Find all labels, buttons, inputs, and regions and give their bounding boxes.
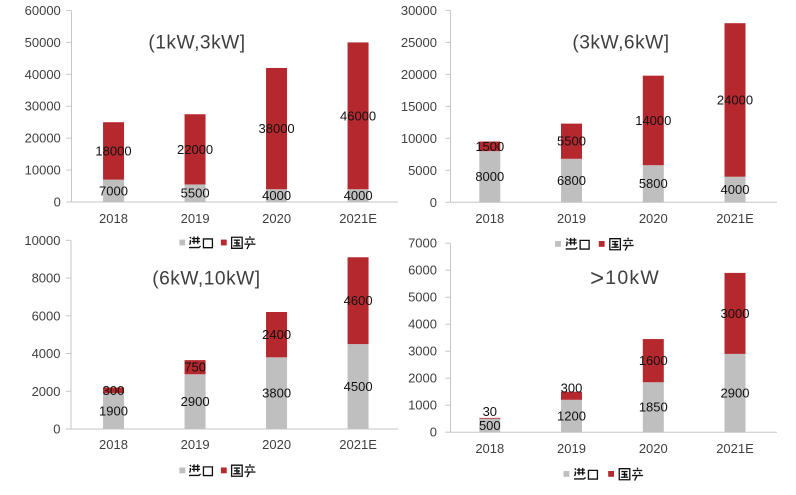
- svg-text:50000: 50000: [25, 35, 61, 50]
- svg-text:8000: 8000: [32, 271, 61, 286]
- svg-text:4000: 4000: [408, 317, 437, 332]
- svg-text:5000: 5000: [408, 290, 437, 305]
- svg-text:0: 0: [430, 425, 437, 440]
- svg-text:4000: 4000: [344, 188, 373, 203]
- svg-text:1000: 1000: [408, 398, 437, 413]
- svg-text:2018: 2018: [99, 211, 128, 226]
- svg-text:46000: 46000: [340, 108, 376, 123]
- svg-text:10000: 10000: [25, 163, 61, 178]
- svg-text:22000: 22000: [177, 142, 213, 157]
- svg-text:6800: 6800: [557, 173, 586, 188]
- svg-text:15000: 15000: [401, 99, 437, 114]
- svg-text:2021E: 2021E: [716, 441, 754, 456]
- svg-text:2021E: 2021E: [339, 437, 377, 452]
- svg-text:300: 300: [561, 380, 583, 395]
- svg-text:5000: 5000: [408, 163, 437, 178]
- svg-text:4600: 4600: [344, 293, 373, 308]
- svg-text:(1kW,3kW]: (1kW,3kW]: [148, 32, 245, 53]
- svg-text:4000: 4000: [32, 346, 61, 361]
- svg-text:2019: 2019: [557, 441, 586, 456]
- svg-text:7000: 7000: [99, 183, 128, 198]
- svg-text:3000: 3000: [408, 344, 437, 359]
- svg-text:14000: 14000: [635, 113, 671, 128]
- svg-text:2900: 2900: [181, 394, 210, 409]
- svg-text:2020: 2020: [639, 211, 668, 226]
- svg-text:500: 500: [479, 418, 501, 433]
- svg-text:(3kW,6kW]: (3kW,6kW]: [572, 32, 669, 53]
- svg-text:2000: 2000: [408, 371, 437, 386]
- svg-text:2020: 2020: [262, 437, 291, 452]
- svg-text:2000: 2000: [32, 384, 61, 399]
- svg-text:4000: 4000: [262, 188, 291, 203]
- svg-text:2021E: 2021E: [716, 211, 754, 226]
- svg-text:18000: 18000: [95, 143, 131, 158]
- svg-text:0: 0: [54, 195, 61, 210]
- svg-text:0: 0: [430, 195, 437, 210]
- svg-text:2900: 2900: [721, 386, 750, 401]
- svg-text:24000: 24000: [717, 93, 753, 108]
- svg-text:60000: 60000: [25, 3, 61, 18]
- svg-text:6000: 6000: [32, 308, 61, 323]
- svg-text:5800: 5800: [639, 176, 668, 191]
- svg-text:1500: 1500: [475, 139, 504, 154]
- svg-text:10000: 10000: [401, 131, 437, 146]
- svg-text:2018: 2018: [475, 441, 504, 456]
- svg-text:3800: 3800: [262, 386, 291, 401]
- svg-text:38000: 38000: [259, 121, 295, 136]
- svg-text:0: 0: [53, 422, 60, 437]
- svg-text:5500: 5500: [181, 186, 210, 201]
- svg-text:40000: 40000: [25, 67, 61, 82]
- svg-text:1200: 1200: [557, 409, 586, 424]
- svg-text:2400: 2400: [262, 327, 291, 342]
- svg-text:1900: 1900: [99, 404, 128, 419]
- svg-text:30: 30: [483, 404, 497, 419]
- svg-text:25000: 25000: [401, 35, 437, 50]
- svg-text:(6kW,10kW]: (6kW,10kW]: [152, 269, 260, 290]
- svg-text:6000: 6000: [408, 263, 437, 278]
- svg-text:4000: 4000: [721, 182, 750, 197]
- svg-text:7000: 7000: [408, 236, 437, 251]
- svg-text:8000: 8000: [475, 169, 504, 184]
- svg-text:20000: 20000: [25, 131, 61, 146]
- svg-text:3000: 3000: [721, 306, 750, 321]
- svg-text:2019: 2019: [181, 211, 210, 226]
- svg-text:30000: 30000: [401, 3, 437, 18]
- svg-text:2021E: 2021E: [339, 211, 377, 226]
- svg-text:2019: 2019: [181, 437, 210, 452]
- svg-text:30000: 30000: [25, 99, 61, 114]
- svg-text:1600: 1600: [639, 353, 668, 368]
- svg-text:5500: 5500: [557, 134, 586, 149]
- svg-text:4500: 4500: [344, 379, 373, 394]
- svg-text:10000: 10000: [24, 233, 60, 248]
- svg-text:>10kW: >10kW: [590, 265, 660, 292]
- svg-text:1850: 1850: [639, 400, 668, 415]
- svg-text:750: 750: [184, 360, 206, 375]
- svg-text:2020: 2020: [262, 211, 291, 226]
- svg-text:2019: 2019: [557, 211, 586, 226]
- svg-text:2020: 2020: [639, 441, 668, 456]
- svg-text:20000: 20000: [401, 67, 437, 82]
- svg-text:300: 300: [103, 383, 125, 398]
- svg-text:2018: 2018: [99, 437, 128, 452]
- svg-text:2018: 2018: [475, 211, 504, 226]
